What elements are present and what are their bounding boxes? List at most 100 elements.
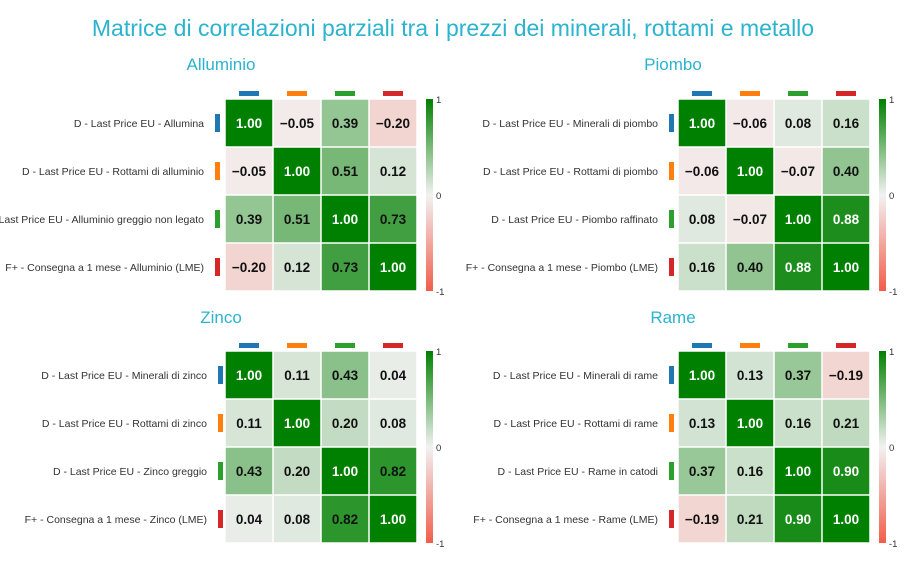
heatmap-cell xyxy=(822,351,870,399)
heatmap-cell xyxy=(225,399,273,447)
heatmap-cell xyxy=(273,351,321,399)
heatmap-cell xyxy=(678,399,726,447)
row-marker xyxy=(218,462,223,480)
heatmap-cell xyxy=(726,399,774,447)
cell-value-label: 0.16 xyxy=(737,464,764,479)
row-marker xyxy=(669,210,674,228)
cell-value-label: 1.00 xyxy=(785,212,811,227)
cell-value-label: 0.37 xyxy=(785,368,811,383)
heatmap-cell xyxy=(678,447,726,495)
cell-value-label: 0.90 xyxy=(833,464,859,479)
cell-value-label: 0.04 xyxy=(236,512,263,527)
colorbar xyxy=(879,351,886,543)
heatmap-cell xyxy=(822,99,870,147)
cell-value-label: −0.06 xyxy=(685,164,720,179)
cell-value-label: 0.13 xyxy=(689,416,716,431)
cell-value-label: 1.00 xyxy=(284,416,310,431)
cell-value-label: 0.08 xyxy=(785,116,812,131)
cell-value-label: 0.88 xyxy=(833,212,860,227)
heatmap-cell xyxy=(273,495,321,543)
cell-value-label: 1.00 xyxy=(785,464,811,479)
cell-value-label: 0.21 xyxy=(833,416,860,431)
colorbar xyxy=(879,99,886,291)
heatmap-cell xyxy=(273,243,321,291)
cell-value-label: 1.00 xyxy=(284,164,310,179)
colorbar xyxy=(426,99,433,291)
heatmap-cell xyxy=(225,195,273,243)
heatmap-cell xyxy=(822,147,870,195)
cell-value-label: 0.39 xyxy=(332,116,358,131)
row-marker xyxy=(215,162,220,180)
column-marker xyxy=(383,343,403,348)
row-label: D - Last Price EU - Zinco greggio xyxy=(53,466,207,478)
cell-value-label: 0.11 xyxy=(236,416,262,431)
cell-value-label: 0.16 xyxy=(689,260,716,275)
cell-value-label: 0.51 xyxy=(332,164,359,179)
column-marker xyxy=(287,343,307,348)
cell-value-label: 0.51 xyxy=(284,212,311,227)
row-marker xyxy=(669,114,674,132)
cell-value-label: 1.00 xyxy=(332,464,358,479)
panel-title: Alluminio xyxy=(187,55,256,74)
column-marker xyxy=(239,343,259,348)
heatmap-cell xyxy=(822,195,870,243)
column-marker xyxy=(788,91,808,96)
heatmap-cell xyxy=(726,195,774,243)
column-marker xyxy=(239,91,259,96)
heatmap-cell xyxy=(273,147,321,195)
cell-value-label: 0.20 xyxy=(284,464,310,479)
colorbar-tick-label: 1 xyxy=(436,95,441,106)
row-marker xyxy=(669,366,674,384)
panel-title: Zinco xyxy=(200,308,242,327)
cell-value-label: 1.00 xyxy=(833,260,859,275)
row-marker xyxy=(215,114,220,132)
chart-title: Matrice di correlazioni parziali tra i p… xyxy=(92,15,814,41)
row-label: D - Last Price EU - Minerali di piombo xyxy=(482,118,658,130)
cell-value-label: 1.00 xyxy=(689,116,715,131)
heatmap-cell xyxy=(321,243,369,291)
row-marker xyxy=(669,162,674,180)
cell-value-label: 0.39 xyxy=(236,212,262,227)
column-marker xyxy=(335,91,355,96)
row-label: F+ - Consegna a 1 mese - Rame (LME) xyxy=(473,514,658,526)
heatmap-cell xyxy=(726,447,774,495)
heatmap-cell xyxy=(321,99,369,147)
cell-value-label: 0.90 xyxy=(785,512,811,527)
cell-value-label: 0.13 xyxy=(737,368,764,383)
cell-value-label: −0.20 xyxy=(376,116,410,131)
row-label: D - Last Price EU - Rottami di zinco xyxy=(42,418,207,430)
panel-title: Rame xyxy=(650,308,695,327)
heatmap-cell xyxy=(774,351,822,399)
cell-value-label: 0.08 xyxy=(284,512,311,527)
colorbar-tick-label: 0 xyxy=(889,191,894,202)
heatmap-cell xyxy=(822,447,870,495)
heatmap-cell xyxy=(774,243,822,291)
row-marker xyxy=(218,366,223,384)
heatmap-cell xyxy=(822,399,870,447)
column-marker xyxy=(788,343,808,348)
heatmap-cell xyxy=(273,195,321,243)
heatmap-cell xyxy=(273,99,321,147)
cell-value-label: 1.00 xyxy=(737,164,763,179)
column-marker xyxy=(692,91,712,96)
row-label: D - Last Price EU - Rottami di piombo xyxy=(483,166,658,178)
cell-value-label: 1.00 xyxy=(689,368,715,383)
column-marker xyxy=(692,343,712,348)
heatmap-cell xyxy=(369,243,417,291)
cell-value-label: −0.07 xyxy=(733,212,767,227)
heatmap-cell xyxy=(726,351,774,399)
colorbar-tick-label: -1 xyxy=(889,539,897,550)
colorbar-tick-label: 0 xyxy=(436,191,441,202)
row-label: D - Last Price EU - Rame in catodi xyxy=(498,466,658,478)
cell-value-label: 0.12 xyxy=(284,260,310,275)
column-marker xyxy=(740,91,760,96)
heatmap-cell xyxy=(726,243,774,291)
colorbar-tick-label: 1 xyxy=(889,95,894,106)
row-label: D - Last Price EU - Minerali di zinco xyxy=(41,370,207,382)
colorbar-tick-label: 1 xyxy=(436,347,441,358)
colorbar xyxy=(426,351,433,543)
cell-value-label: 0.40 xyxy=(737,260,763,275)
row-marker xyxy=(218,510,223,528)
